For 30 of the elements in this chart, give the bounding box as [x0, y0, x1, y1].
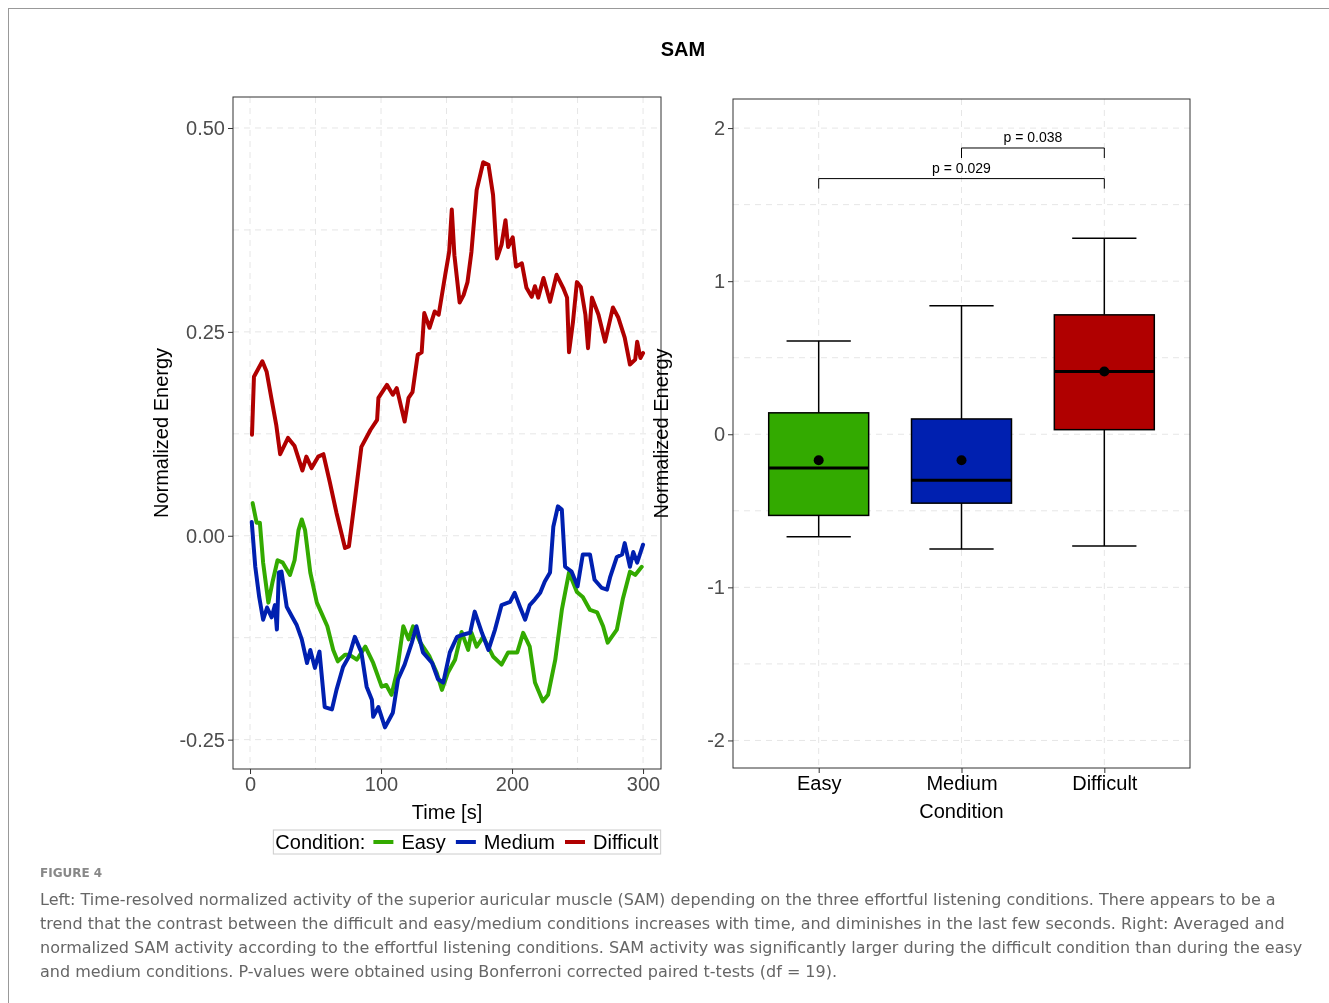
y-tick-label: -2 [707, 729, 725, 752]
x-tick-label: 300 [626, 773, 661, 796]
y-tick-label: 1 [713, 270, 725, 293]
x-tick-label: 0 [244, 773, 257, 796]
y-axis-title: Normalized Energy [650, 348, 672, 519]
y-tick-label: 0.00 [186, 524, 225, 547]
y-tick-label: 0.50 [186, 116, 225, 139]
x-axis-title: Time [s] [411, 801, 483, 823]
chart-title: SAM [660, 38, 706, 60]
x-tick-label: 200 [495, 773, 530, 796]
legend-title: Condition: [275, 831, 366, 853]
y-tick-label: 0.25 [186, 320, 225, 343]
caption: FIGURE 4 [40, 866, 104, 880]
annotation: p = 0.029 [932, 159, 992, 176]
legend-label: Medium [483, 831, 556, 853]
annotation: p = 0.038 [1003, 128, 1063, 145]
y-tick-label: -1 [707, 576, 725, 599]
y-tick-label: 0 [713, 423, 725, 446]
x-tick-label: 100 [364, 773, 399, 796]
x-tick-label: Easy [796, 772, 842, 795]
y-axis-title: Normalized Energy [150, 347, 172, 519]
line-series [250, 160, 646, 550]
x-axis-title: Condition [919, 800, 1004, 822]
x-tick-label: Difficult [1072, 772, 1138, 795]
legend-label: Easy [401, 831, 446, 853]
x-tick-label: Medium [926, 772, 998, 795]
legend-label: Difficult [593, 831, 659, 853]
y-tick-label: 2 [713, 116, 725, 139]
y-tick-label: -0.25 [179, 728, 225, 751]
text: Left: Time-resolved normalized activity of the superior auricular muscle (SAM) depending on the three effortful listening conditions. There appears to be a trend that the contrast between the difficult and easy/medium conditions increases with time, and diminishes in the last few seconds. Right: Averaged and normalized SAM activity according to the effortful listening conditions. SAM activity was significantly larger during the difficult condition than during the easy and medium conditions. P-values were obtained using Bonferroni corrected paired t-tests (df = 19). [40, 889, 1304, 983]
